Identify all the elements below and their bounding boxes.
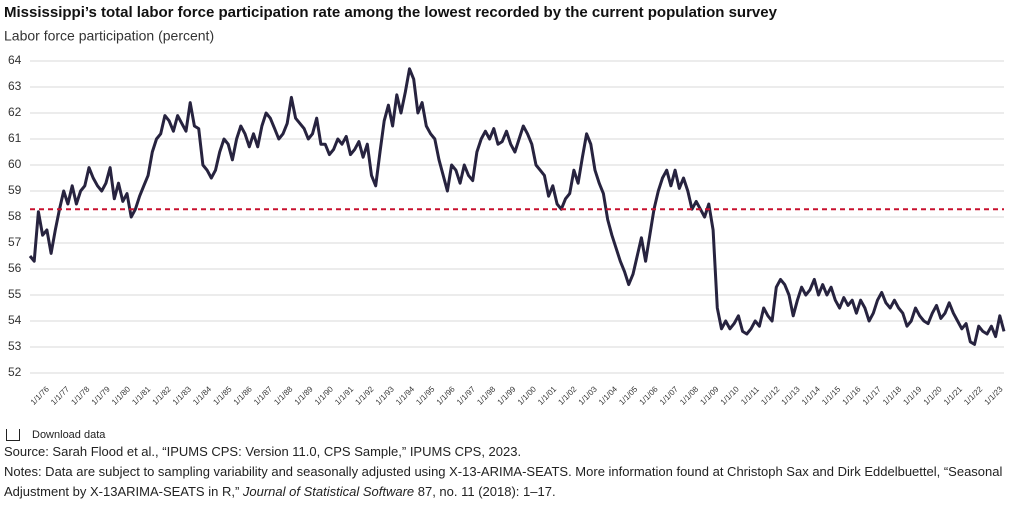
y-tick-label: 56 bbox=[8, 261, 22, 275]
notes-text: 87, no. 11 (2018): 1–17. bbox=[414, 484, 556, 499]
y-tick-label: 58 bbox=[8, 209, 22, 223]
x-tick-label: 1/1/06 bbox=[638, 384, 660, 406]
y-tick-label: 52 bbox=[8, 365, 22, 379]
x-tick-label: 1/1/23 bbox=[983, 384, 1005, 406]
x-tick-label: 1/1/21 bbox=[942, 384, 964, 406]
x-tick-label: 1/1/14 bbox=[800, 384, 822, 406]
data-line bbox=[28, 67, 1006, 346]
x-tick-label: 1/1/02 bbox=[556, 384, 578, 406]
y-tick-label: 53 bbox=[8, 339, 22, 353]
chart: Mississippi’s total labor force particip… bbox=[4, 4, 1006, 407]
x-tick-label: 1/1/87 bbox=[252, 384, 274, 406]
x-tick-label: 1/1/99 bbox=[496, 384, 518, 406]
x-tick-label: 1/1/80 bbox=[110, 384, 132, 406]
x-tick-label: 1/1/05 bbox=[617, 384, 639, 406]
x-tick-label: 1/1/12 bbox=[759, 384, 781, 406]
x-tick-label: 1/1/10 bbox=[719, 384, 741, 406]
x-tick-label: 1/1/83 bbox=[171, 384, 193, 406]
x-tick-label: 1/1/11 bbox=[739, 385, 761, 407]
x-tick-label: 1/1/92 bbox=[353, 384, 375, 406]
y-tick-label: 61 bbox=[8, 131, 22, 145]
x-tick-label: 1/1/90 bbox=[313, 384, 335, 406]
x-tick-label: 1/1/09 bbox=[698, 384, 720, 406]
x-tick-label: 1/1/07 bbox=[658, 384, 680, 406]
x-tick-label: 1/1/94 bbox=[394, 384, 416, 406]
x-tick-label: 1/1/76 bbox=[29, 384, 51, 406]
x-tick-label: 1/1/13 bbox=[780, 384, 802, 406]
download-icon bbox=[6, 428, 20, 441]
x-tick-label: 1/1/96 bbox=[435, 384, 457, 406]
y-tick-label: 54 bbox=[8, 313, 22, 327]
download-label[interactable]: Download data bbox=[32, 429, 106, 441]
x-tick-label: 1/1/08 bbox=[678, 384, 700, 406]
x-tick-label: 1/1/91 bbox=[333, 384, 355, 406]
source: Source: Sarah Flood et al., “IPUMS CPS: … bbox=[4, 444, 522, 459]
x-tick-label: 1/1/93 bbox=[374, 384, 396, 406]
x-tick-label: 1/1/17 bbox=[861, 384, 883, 406]
x-tick-label: 1/1/95 bbox=[414, 384, 436, 406]
notes: Notes: Data are subject to sampling vari… bbox=[4, 462, 1014, 502]
y-tick-label: 62 bbox=[8, 105, 22, 119]
x-tick-label: 1/1/03 bbox=[577, 384, 599, 406]
x-tick-label: 1/1/86 bbox=[232, 384, 254, 406]
x-tick-label: 1/1/19 bbox=[901, 384, 923, 406]
x-tick-label: 1/1/85 bbox=[211, 384, 233, 406]
y-tick-label: 59 bbox=[8, 183, 22, 197]
x-tick-label: 1/1/04 bbox=[597, 384, 619, 406]
y-tick-label: 63 bbox=[8, 79, 22, 93]
y-tick-label: 57 bbox=[8, 235, 22, 249]
y-tick-label: 55 bbox=[8, 287, 22, 301]
x-tick-label: 1/1/82 bbox=[151, 384, 173, 406]
download[interactable]: Download data bbox=[4, 424, 1014, 445]
x-tick-label: 1/1/79 bbox=[90, 384, 112, 406]
x-tick-label: 1/1/78 bbox=[69, 384, 91, 406]
y-axis-title: Labor force participation (percent) bbox=[4, 28, 214, 44]
y-tick-label: 60 bbox=[8, 157, 22, 171]
notes-text: Notes: Data are subject to sampling vari… bbox=[4, 464, 1003, 499]
x-tick-label: 1/1/97 bbox=[455, 384, 477, 406]
x-tick-label: 1/1/16 bbox=[840, 384, 862, 406]
x-tick-label: 1/1/88 bbox=[272, 384, 294, 406]
notes-journal: Journal of Statistical Software bbox=[242, 484, 415, 499]
x-tick-label: 1/1/18 bbox=[881, 384, 903, 406]
x-tick-label: 1/1/89 bbox=[293, 384, 315, 406]
chart-title: Mississippi’s total labor force particip… bbox=[4, 4, 778, 21]
x-tick-label: 1/1/84 bbox=[191, 384, 213, 406]
y-tick-label: 64 bbox=[8, 53, 22, 67]
x-tick-label: 1/1/77 bbox=[49, 384, 71, 406]
x-tick-label: 1/1/98 bbox=[475, 384, 497, 406]
x-tick-label: 1/1/15 bbox=[820, 384, 842, 406]
x-tick-label: 1/1/22 bbox=[962, 384, 984, 406]
x-tick-label: 1/1/01 bbox=[536, 384, 558, 406]
x-tick-label: 1/1/81 bbox=[130, 384, 152, 406]
x-tick-label: 1/1/00 bbox=[516, 384, 538, 406]
x-tick-label: 1/1/20 bbox=[922, 384, 944, 406]
